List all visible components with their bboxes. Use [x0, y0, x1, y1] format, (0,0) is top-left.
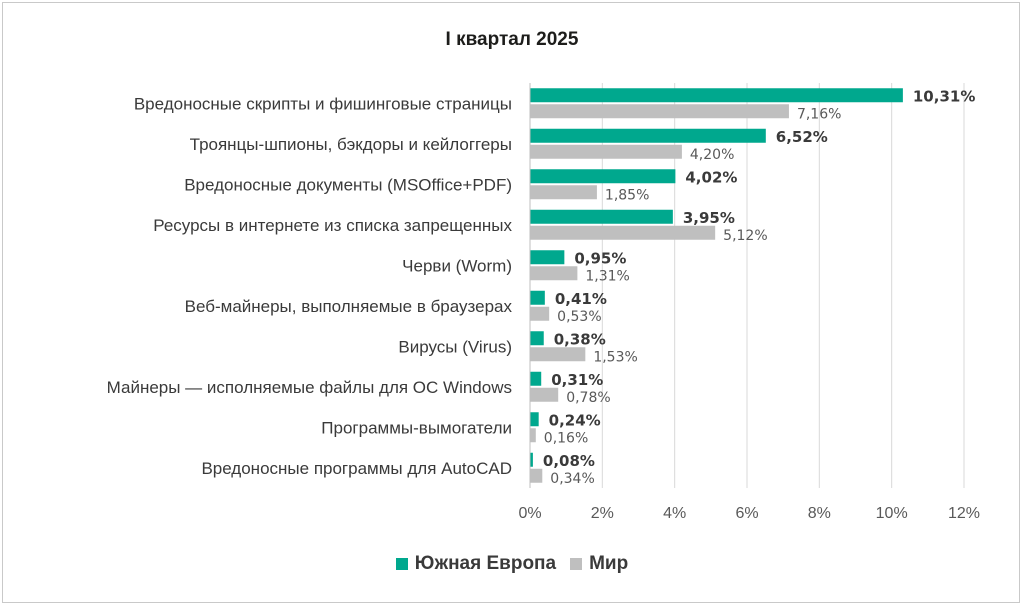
data-label-world: 5,12% [723, 228, 767, 244]
bar-world [530, 428, 536, 443]
bar-world [530, 468, 543, 483]
data-label-south-europe: 10,31% [913, 87, 975, 105]
x-tick-label: 6% [735, 505, 758, 522]
bar-world [530, 266, 578, 281]
bar-south-europe [530, 331, 544, 346]
data-label-world: 1,53% [593, 349, 637, 365]
category-label: Вредоносные программы для AutoCAD [201, 459, 512, 478]
data-label-world: 0,34% [550, 471, 594, 487]
category-label: Вирусы (Virus) [398, 337, 512, 356]
x-tick-label: 12% [948, 505, 980, 522]
bar-south-europe [530, 169, 676, 184]
data-label-south-europe: 0,38% [554, 330, 606, 348]
bar-south-europe [530, 452, 533, 467]
data-label-south-europe: 0,24% [549, 411, 601, 429]
bar-world [530, 225, 716, 240]
bar-world [530, 104, 789, 119]
bar-world [530, 347, 586, 362]
bar-chart: 0% 2% 4% 6% 8% 10% 12% Вредоносные скрипты и фи… [107, 83, 980, 522]
bar-world [530, 185, 597, 200]
bar-south-europe [530, 412, 539, 427]
data-label-world: 1,31% [585, 268, 629, 284]
data-label-south-europe: 0,08% [543, 452, 595, 470]
data-label-world: 4,20% [690, 147, 734, 163]
x-tick-label: 2% [591, 505, 614, 522]
data-label-world: 0,78% [566, 390, 610, 406]
data-label-south-europe: 4,02% [685, 168, 737, 186]
x-tick-label: 4% [663, 505, 686, 522]
legend-swatch-world [570, 558, 583, 570]
data-label-south-europe: 0,31% [551, 371, 603, 389]
category-label: Майнеры — исполняемые файлы для ОС Windo… [107, 378, 512, 397]
data-label-south-europe: 3,95% [683, 209, 735, 227]
category-label: Веб-майнеры, выполняемые в браузерах [185, 297, 513, 316]
bar-south-europe [530, 290, 545, 305]
data-label-world: 1,85% [605, 187, 649, 203]
legend-label-world: Мир [589, 553, 629, 574]
data-label-south-europe: 0,95% [574, 249, 626, 267]
category-label: Троянцы-шпионы, бэкдоры и кейлоггеры [190, 135, 512, 154]
legend-swatch-south-europe [395, 558, 408, 570]
legend: Южная Европа Мир [3, 553, 1021, 575]
category-label: Черви (Worm) [402, 256, 512, 275]
bar-south-europe [530, 128, 766, 143]
bar-world [530, 144, 682, 159]
bar-south-europe [530, 88, 903, 103]
data-label-south-europe: 0,41% [555, 290, 607, 308]
category-label: Программы-вымогатели [321, 418, 512, 437]
x-tick-label: 8% [808, 505, 831, 522]
data-label-world: 0,53% [557, 309, 601, 325]
legend-item-world: Мир [570, 553, 628, 575]
bar-south-europe [530, 209, 673, 224]
category-label: Ресурсы в интернете из списка запрещенны… [153, 216, 512, 235]
data-label-south-europe: 6,52% [776, 128, 828, 146]
legend-item-south-europe: Южная Европа [395, 553, 557, 575]
legend-label-south-europe: Южная Европа [414, 553, 557, 574]
bar-world [530, 306, 550, 321]
category-label: Вредоносные документы (MSOffice+PDF) [184, 175, 512, 194]
x-tick-label: 10% [876, 505, 908, 522]
x-tick-label: 0% [518, 505, 541, 522]
chart-title: I квартал 2025 [445, 29, 579, 50]
data-label-world: 7,16% [797, 106, 841, 122]
bar-south-europe [530, 250, 565, 265]
data-label-world: 0,16% [544, 430, 588, 446]
bar-world [530, 387, 559, 402]
category-label: Вредоносные скрипты и фишинговые страниц… [134, 94, 512, 113]
bar-south-europe [530, 371, 542, 386]
